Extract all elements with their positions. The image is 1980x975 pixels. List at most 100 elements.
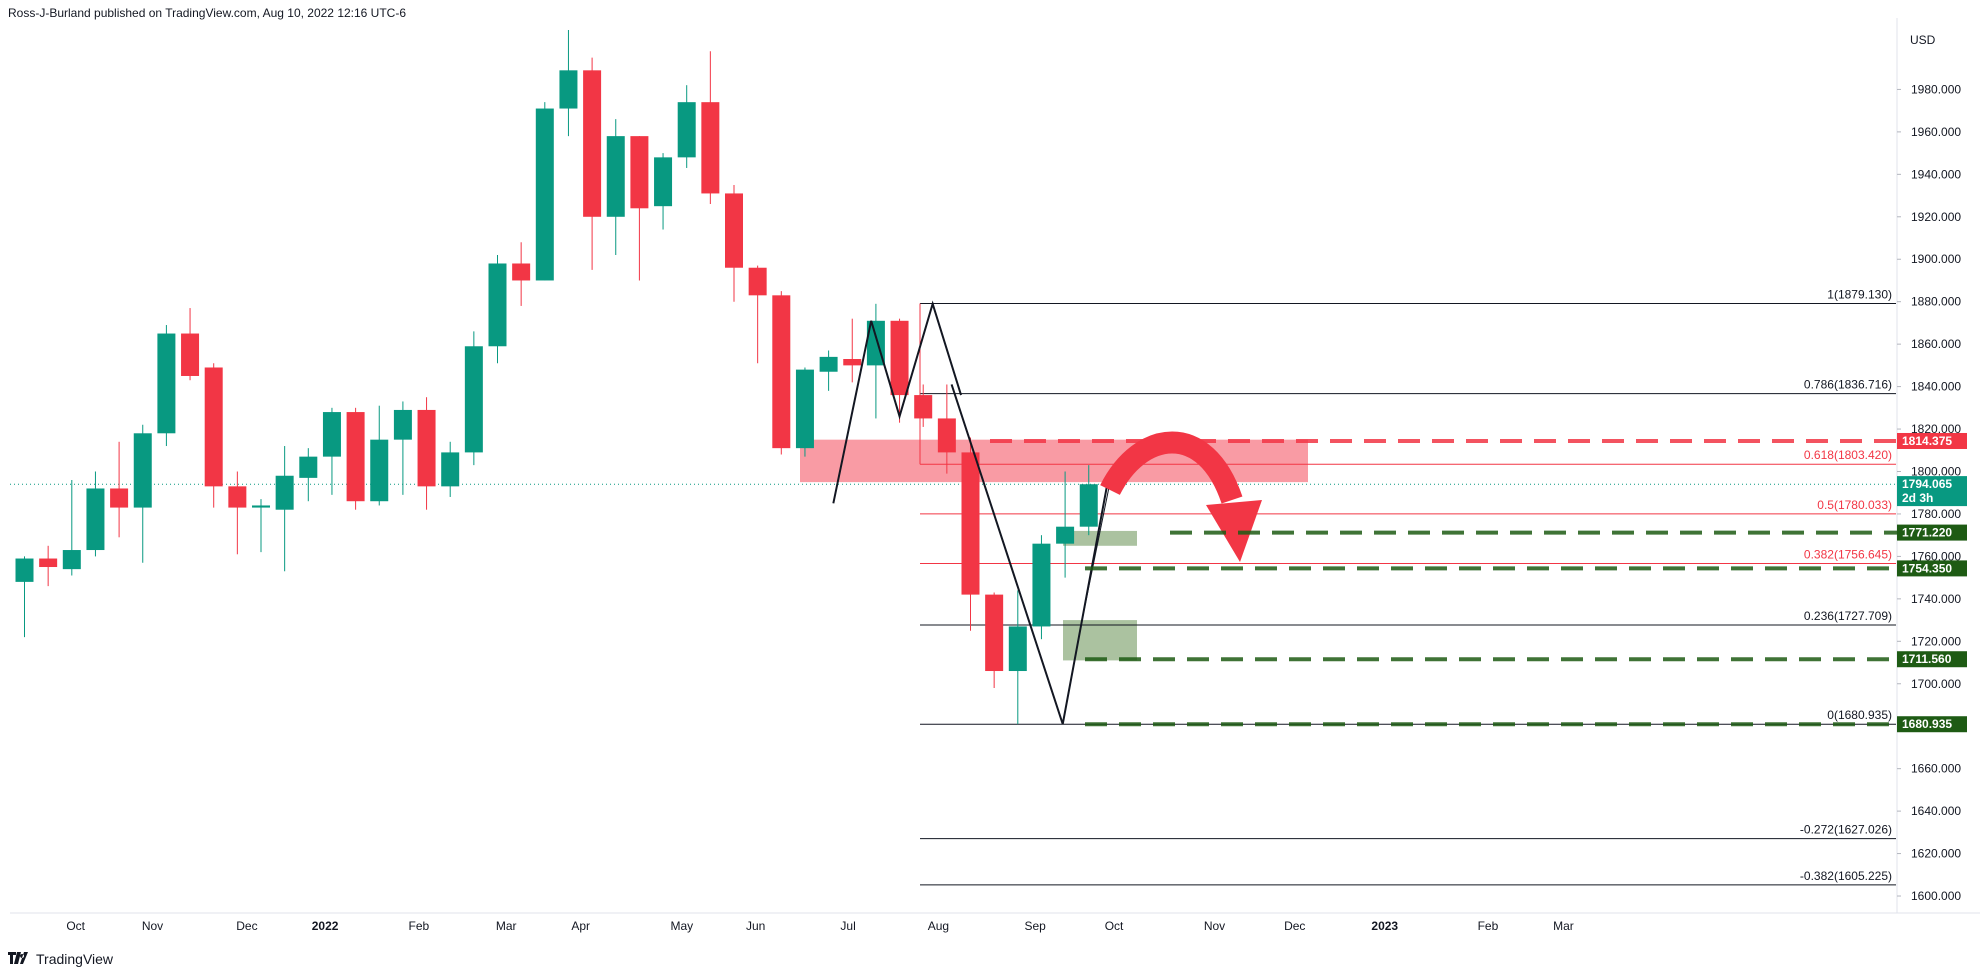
y-tick-label: 1960.000	[1911, 125, 1961, 139]
x-tick-label: Jul	[840, 919, 855, 933]
support-zone-upper	[1063, 530, 1137, 546]
y-tick-label: 1800.000	[1911, 465, 1961, 479]
candle-up	[535, 108, 554, 281]
price-tag-1794.065	[1897, 476, 1967, 507]
candle-down	[725, 193, 743, 268]
fib-label-0: 0(1680.935)	[1827, 708, 1892, 722]
x-tick-label: Feb	[1478, 919, 1499, 933]
y-tick-label: 1940.000	[1911, 167, 1961, 181]
candle-up	[252, 505, 270, 508]
candle-up	[157, 333, 176, 434]
candle-down	[961, 452, 980, 595]
price-tag-1711.560	[1897, 651, 1967, 668]
x-tick-label: Nov	[1204, 919, 1225, 933]
x-tick-label: Nov	[142, 919, 163, 933]
candle-down	[110, 488, 129, 508]
price-tag-countdown: 2d 3h	[1902, 491, 1933, 505]
candle-down	[937, 418, 956, 453]
x-tick-label: Jun	[746, 919, 765, 933]
candle-down	[890, 320, 909, 396]
candle-up	[819, 356, 838, 372]
candle-down	[985, 594, 1004, 672]
y-tick-label: 1660.000	[1911, 762, 1961, 776]
y-tick-label: 1780.000	[1911, 507, 1961, 521]
support-zone-lower	[1063, 620, 1137, 661]
publisher-caption: Ross-J-Burland published on TradingView.…	[8, 6, 407, 20]
candle-down	[701, 102, 720, 194]
y-tick-label: 1720.000	[1911, 634, 1961, 648]
candle-up	[559, 70, 578, 109]
candle-down	[914, 395, 933, 419]
x-tick-label: Mar	[1553, 919, 1574, 933]
pattern-line-v	[950, 384, 1109, 725]
candles	[15, 30, 1098, 725]
candle-up	[299, 456, 318, 478]
candle-up	[370, 439, 389, 502]
x-tick-label: Dec	[1284, 919, 1305, 933]
price-tag-1680.935	[1897, 716, 1967, 733]
y-tick-label: 1820.000	[1911, 422, 1961, 436]
brand-name: TradingView	[36, 950, 114, 967]
time-axis[interactable]: Oct Nov Dec 2022 Feb Mar Apr May Jun Jul Aug Sep Oct…	[66, 919, 1573, 933]
candle-down	[748, 267, 767, 296]
y-tick-label: 1880.000	[1911, 295, 1961, 309]
price-tag-text: 1754.350	[1902, 561, 1952, 575]
x-tick-label: Feb	[409, 919, 430, 933]
y-tick-label: 1600.000	[1911, 889, 1961, 903]
candle-up	[15, 558, 34, 582]
x-tick-label: Oct	[1105, 919, 1124, 933]
candle-up	[62, 550, 81, 570]
candle-up	[606, 136, 625, 217]
candle-down	[228, 486, 247, 508]
candle-down	[583, 70, 602, 217]
x-tick-label: Oct	[66, 919, 85, 933]
candle-up	[133, 433, 152, 508]
price-tag-text: 1814.375	[1902, 434, 1952, 448]
footer-brand[interactable]: TradingView	[8, 950, 113, 967]
candle-down	[39, 558, 58, 568]
price-tag-1814.375	[1897, 432, 1967, 449]
candle-up	[393, 409, 412, 440]
fib-label--0.382: -0.382(1605.225)	[1800, 869, 1892, 883]
x-tick-label: Mar	[496, 919, 517, 933]
candle-up	[1008, 626, 1027, 672]
candle-up	[275, 475, 294, 510]
x-tick-label: May	[670, 919, 693, 933]
y-tick-label: 1640.000	[1911, 804, 1961, 818]
fib-label-0.618: 0.618(1803.420)	[1804, 448, 1892, 462]
candle-down	[843, 359, 862, 366]
currency-label: USD	[1910, 33, 1936, 47]
y-tick-label: 1760.000	[1911, 549, 1961, 563]
candle-up	[86, 488, 105, 551]
x-tick-label: Dec	[236, 919, 257, 933]
candlestick-chart[interactable]: 1(1879.130) 0.786(1836.716) 0.618(1803.420…	[0, 0, 1980, 940]
candle-up	[488, 263, 507, 347]
candle-up	[654, 157, 673, 207]
fib-label-0.786: 0.786(1836.716)	[1804, 378, 1892, 392]
y-tick-label: 1620.000	[1911, 847, 1961, 861]
y-tick-label: 1980.000	[1911, 82, 1961, 96]
candle-down	[204, 367, 223, 487]
fib-label--0.272: -0.272(1627.026)	[1800, 823, 1892, 837]
candle-up	[1079, 484, 1098, 527]
y-tick-label: 1840.000	[1911, 380, 1961, 394]
fib-label-0.382: 0.382(1756.645)	[1804, 548, 1892, 562]
candle-down	[181, 333, 200, 376]
y-tick-label: 1920.000	[1911, 210, 1961, 224]
x-tick-label: Apr	[571, 919, 590, 933]
fibonacci-levels: 1(1879.130) 0.786(1836.716) 0.618(1803.420…	[919, 288, 1896, 886]
price-tag-text: 1680.935	[1902, 717, 1952, 731]
chart-grid	[10, 18, 1980, 914]
y-tick-label: 1740.000	[1911, 592, 1961, 606]
y-tick-label: 1900.000	[1911, 252, 1961, 266]
y-tick-label: 1860.000	[1911, 337, 1961, 351]
candle-up	[677, 102, 696, 158]
candle-up	[1056, 526, 1075, 544]
x-tick-label: Sep	[1024, 919, 1046, 933]
price-tag-1771.220	[1897, 524, 1967, 541]
price-tag-text: 1794.065	[1902, 477, 1952, 491]
price-tag-1754.350	[1897, 560, 1967, 577]
pattern-line-top	[832, 300, 962, 504]
fib-label-0.236: 0.236(1727.709)	[1804, 609, 1892, 623]
